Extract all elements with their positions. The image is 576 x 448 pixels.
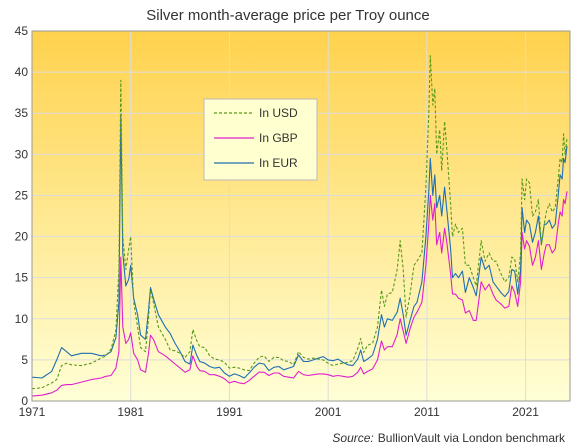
y-tick-label: 5: [21, 353, 28, 367]
x-tick-label: 2001: [315, 405, 342, 419]
series-line-in-eur: [31, 116, 568, 379]
y-axis-ticks: 0 5 10 15 20 25 30 35 40 45: [15, 24, 29, 408]
y-tick-label: 15: [15, 271, 29, 285]
x-tick-label: 1971: [19, 405, 46, 419]
y-tick-label: 40: [15, 65, 29, 79]
source-label: Source:: [332, 431, 373, 445]
series-line-in-gbp: [31, 191, 568, 397]
series-line-in-usd: [31, 55, 568, 390]
y-tick-label: 45: [15, 24, 29, 38]
series-lines: [31, 55, 568, 397]
legend-label: In GBP: [259, 131, 298, 145]
source-note: Source: BullionVault via London benchmark: [332, 431, 566, 445]
y-tick-label: 10: [15, 312, 29, 326]
x-tick-label: 1981: [117, 405, 144, 419]
chart-title: Silver month-average price per Troy ounc…: [146, 7, 429, 24]
x-axis-ticks: 1971 1981 1991 2001 2011 2021: [19, 405, 540, 419]
x-tick-label: 1991: [216, 405, 243, 419]
y-tick-label: 20: [15, 230, 29, 244]
source-text: BullionVault via London benchmark: [378, 431, 566, 445]
y-tick-label: 35: [15, 106, 29, 120]
legend-label: In USD: [259, 106, 298, 120]
x-tick-label: 2011: [414, 405, 440, 419]
legend-box: [203, 98, 318, 181]
plot-area: [32, 31, 570, 401]
legend-label: In EUR: [259, 156, 298, 170]
legend: In USD In GBP In EUR: [203, 98, 318, 181]
y-tick-label: 0: [21, 394, 28, 408]
plot-frame: [31, 30, 571, 402]
y-tick-label: 30: [15, 147, 29, 161]
x-tick-label: 2021: [512, 405, 539, 419]
y-tick-label: 25: [15, 188, 29, 202]
